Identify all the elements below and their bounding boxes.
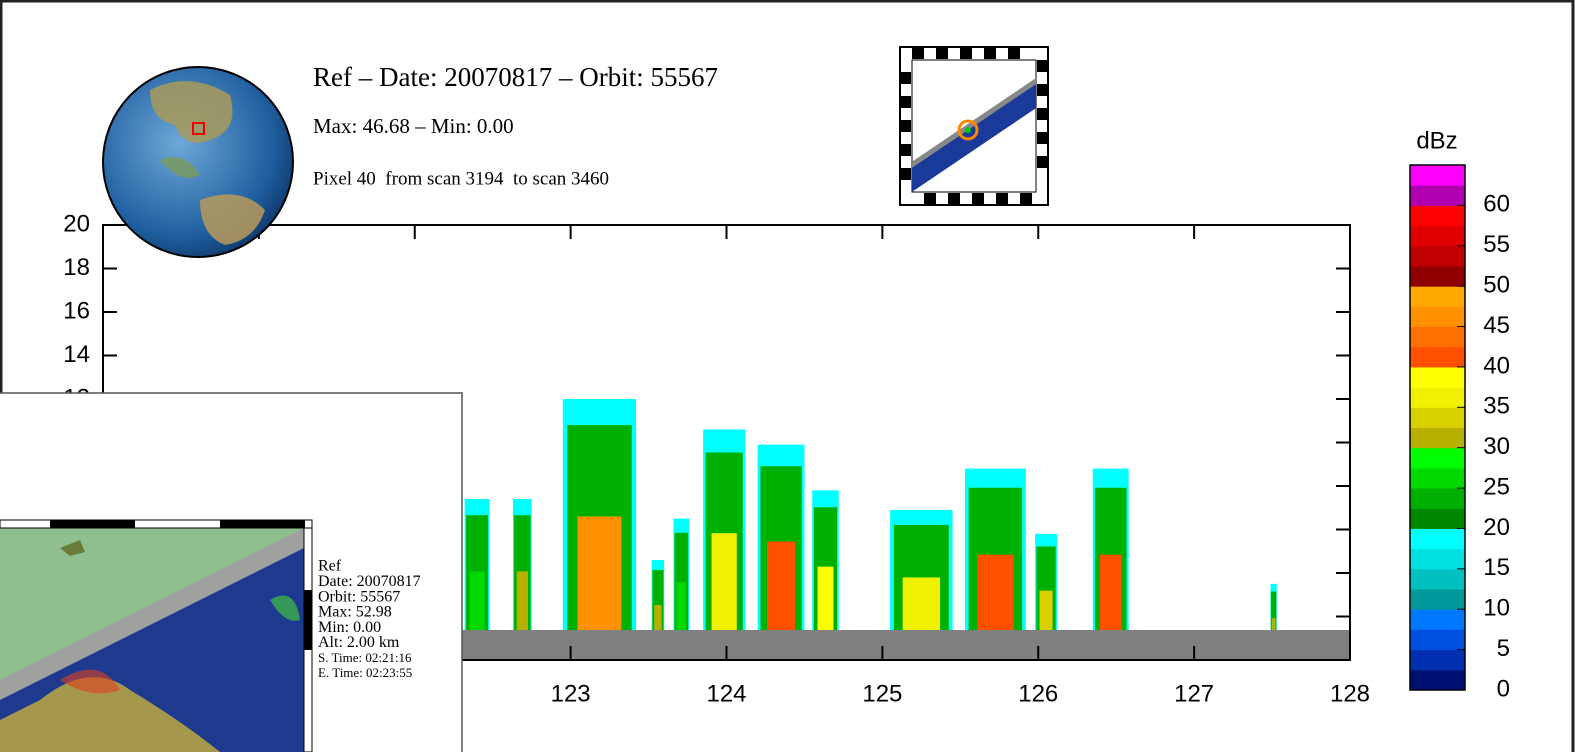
colorbar-swatch <box>1410 649 1465 671</box>
annotation: Pixel 40 from scan 3194 to scan 3460 <box>313 168 609 189</box>
colorbar-swatch <box>1410 609 1465 630</box>
colorbar-swatch <box>1410 346 1465 368</box>
echo-core <box>676 582 686 660</box>
inset-line: Ref <box>318 558 342 575</box>
inset-line: Max: 52.98 <box>318 604 392 621</box>
colorbar-tick-label: 5 <box>1497 635 1510 662</box>
colorbar-swatch <box>1410 528 1465 550</box>
colorbar-tick-label: 60 <box>1483 191 1510 218</box>
colorbar-tick-label: 45 <box>1483 312 1510 339</box>
x-tick-label: 125 <box>862 680 902 707</box>
inset-line: Alt: 2.00 km <box>318 634 400 651</box>
colorbar-tick-label: 25 <box>1483 473 1510 500</box>
colorbar-swatch <box>1410 387 1465 408</box>
colorbar-swatch <box>1410 589 1465 610</box>
colorbar-swatch <box>1410 185 1465 206</box>
colorbar-tick-label: 10 <box>1483 595 1510 622</box>
subtitle: Max: 46.68 – Min: 0.00 <box>313 114 514 138</box>
colorbar-swatch <box>1410 548 1465 570</box>
colorbar-swatch <box>1410 568 1465 590</box>
colorbar-swatch <box>1410 467 1465 489</box>
colorbar-tick-label: 20 <box>1483 514 1510 541</box>
swath-thumbnail <box>899 46 1049 206</box>
echo-core <box>516 571 528 660</box>
colorbar-swatch <box>1410 205 1465 227</box>
inset-line: Date: 20070817 <box>318 573 421 590</box>
x-tick-label: 126 <box>1018 680 1058 707</box>
title: Ref – Date: 20070817 – Orbit: 55567 <box>313 62 718 92</box>
colorbar-swatch <box>1410 326 1465 348</box>
inset-line: E. Time: 02:23:55 <box>318 665 412 680</box>
colorbar-swatch <box>1410 488 1465 509</box>
colorbar-swatch <box>1410 407 1465 428</box>
colorbar-swatch <box>1410 669 1465 691</box>
colorbar-swatch <box>1410 427 1465 449</box>
y-tick-label: 18 <box>63 254 90 281</box>
inset-line: Min: 0.00 <box>318 619 381 636</box>
colorbar-swatch <box>1410 306 1465 328</box>
colorbar-tick-label: 55 <box>1483 231 1510 258</box>
plot-area <box>464 399 1277 660</box>
y-tick-label: 14 <box>63 341 90 368</box>
colorbar-swatch <box>1410 508 1465 529</box>
x-tick-label: 128 <box>1330 680 1370 707</box>
colorbar-label: dBz <box>1416 127 1457 154</box>
inset-panel <box>0 392 463 752</box>
x-tick-label: 123 <box>551 680 591 707</box>
colorbar-tick-label: 40 <box>1483 352 1510 379</box>
y-tick-label: 20 <box>63 210 90 237</box>
colorbar-swatch <box>1410 165 1465 186</box>
x-tick-label: 127 <box>1174 680 1214 707</box>
colorbar-swatch <box>1410 629 1465 651</box>
colorbar-swatch <box>1410 265 1465 287</box>
inset-line: S. Time: 02:21:16 <box>318 650 412 665</box>
colorbar-swatch <box>1410 447 1465 469</box>
colorbar: 0 5 10 15 20 25 30 35 40 45 50 55 60 <box>1409 164 1510 702</box>
colorbar-tick-label: 15 <box>1483 554 1510 581</box>
colorbar-tick-label: 30 <box>1483 433 1510 460</box>
colorbar-tick-label: 35 <box>1483 393 1510 420</box>
x-tick-label: 124 <box>706 680 746 707</box>
colorbar-tick-label: 0 <box>1497 675 1510 702</box>
colorbar-swatch <box>1410 245 1465 267</box>
inset-line: Orbit: 55567 <box>318 588 400 605</box>
globe <box>102 66 294 258</box>
colorbar-swatch <box>1410 366 1465 388</box>
colorbar-swatch <box>1410 286 1465 307</box>
y-tick-label: 16 <box>63 297 90 324</box>
colorbar-tick-label: 50 <box>1483 271 1510 298</box>
colorbar-swatch <box>1410 225 1465 247</box>
colorbar-frame <box>1409 164 1466 691</box>
